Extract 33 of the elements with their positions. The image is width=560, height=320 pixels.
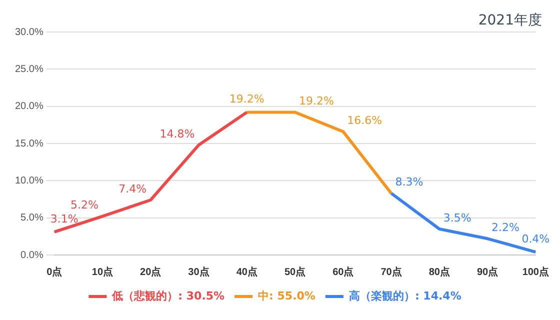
data-label: 8.3% xyxy=(395,176,424,189)
x-tick-label: 60点 xyxy=(332,266,354,278)
legend-label: 中: 55.0% xyxy=(258,289,316,302)
data-label: 3.1% xyxy=(50,212,78,226)
data-label: 16.6% xyxy=(347,114,382,127)
y-tick-label: 30.0% xyxy=(14,26,44,38)
x-tick-label: 100点 xyxy=(522,266,549,278)
y-tick-label: 25.0% xyxy=(14,64,44,75)
data-label: 19.2% xyxy=(229,92,264,106)
chart-title: 2021年度 xyxy=(478,12,542,29)
x-tick-label: 0点 xyxy=(46,266,62,278)
y-tick-label: 10.0% xyxy=(14,175,44,186)
data-label: 14.8% xyxy=(160,127,195,140)
y-tick-label: 15.0% xyxy=(14,138,44,150)
x-tick-label: 10点 xyxy=(92,266,114,278)
data-label: 2.2% xyxy=(492,221,520,234)
x-tick-label: 30点 xyxy=(188,266,210,278)
data-label: 19.2% xyxy=(299,94,334,108)
y-tick-label: 0.0% xyxy=(20,250,44,261)
x-tick-label: 70点 xyxy=(380,266,402,278)
y-tick-label: 5.0% xyxy=(20,212,44,224)
x-tick-label: 40点 xyxy=(236,266,258,278)
data-label: 0.4% xyxy=(522,232,550,246)
x-tick-label: 80点 xyxy=(428,266,450,278)
y-tick-label: 20.0% xyxy=(14,101,44,112)
legend-label: 低（悲観的）: 30.5% xyxy=(111,289,225,302)
data-label: 5.2% xyxy=(70,198,98,212)
data-label: 7.4% xyxy=(118,182,147,196)
data-label: 3.5% xyxy=(443,211,472,224)
x-tick-label: 50点 xyxy=(284,266,306,278)
legend-label: 高（楽観的）: 14.4% xyxy=(348,289,462,302)
x-tick-label: 90点 xyxy=(476,266,498,278)
x-tick-label: 20点 xyxy=(140,266,162,278)
